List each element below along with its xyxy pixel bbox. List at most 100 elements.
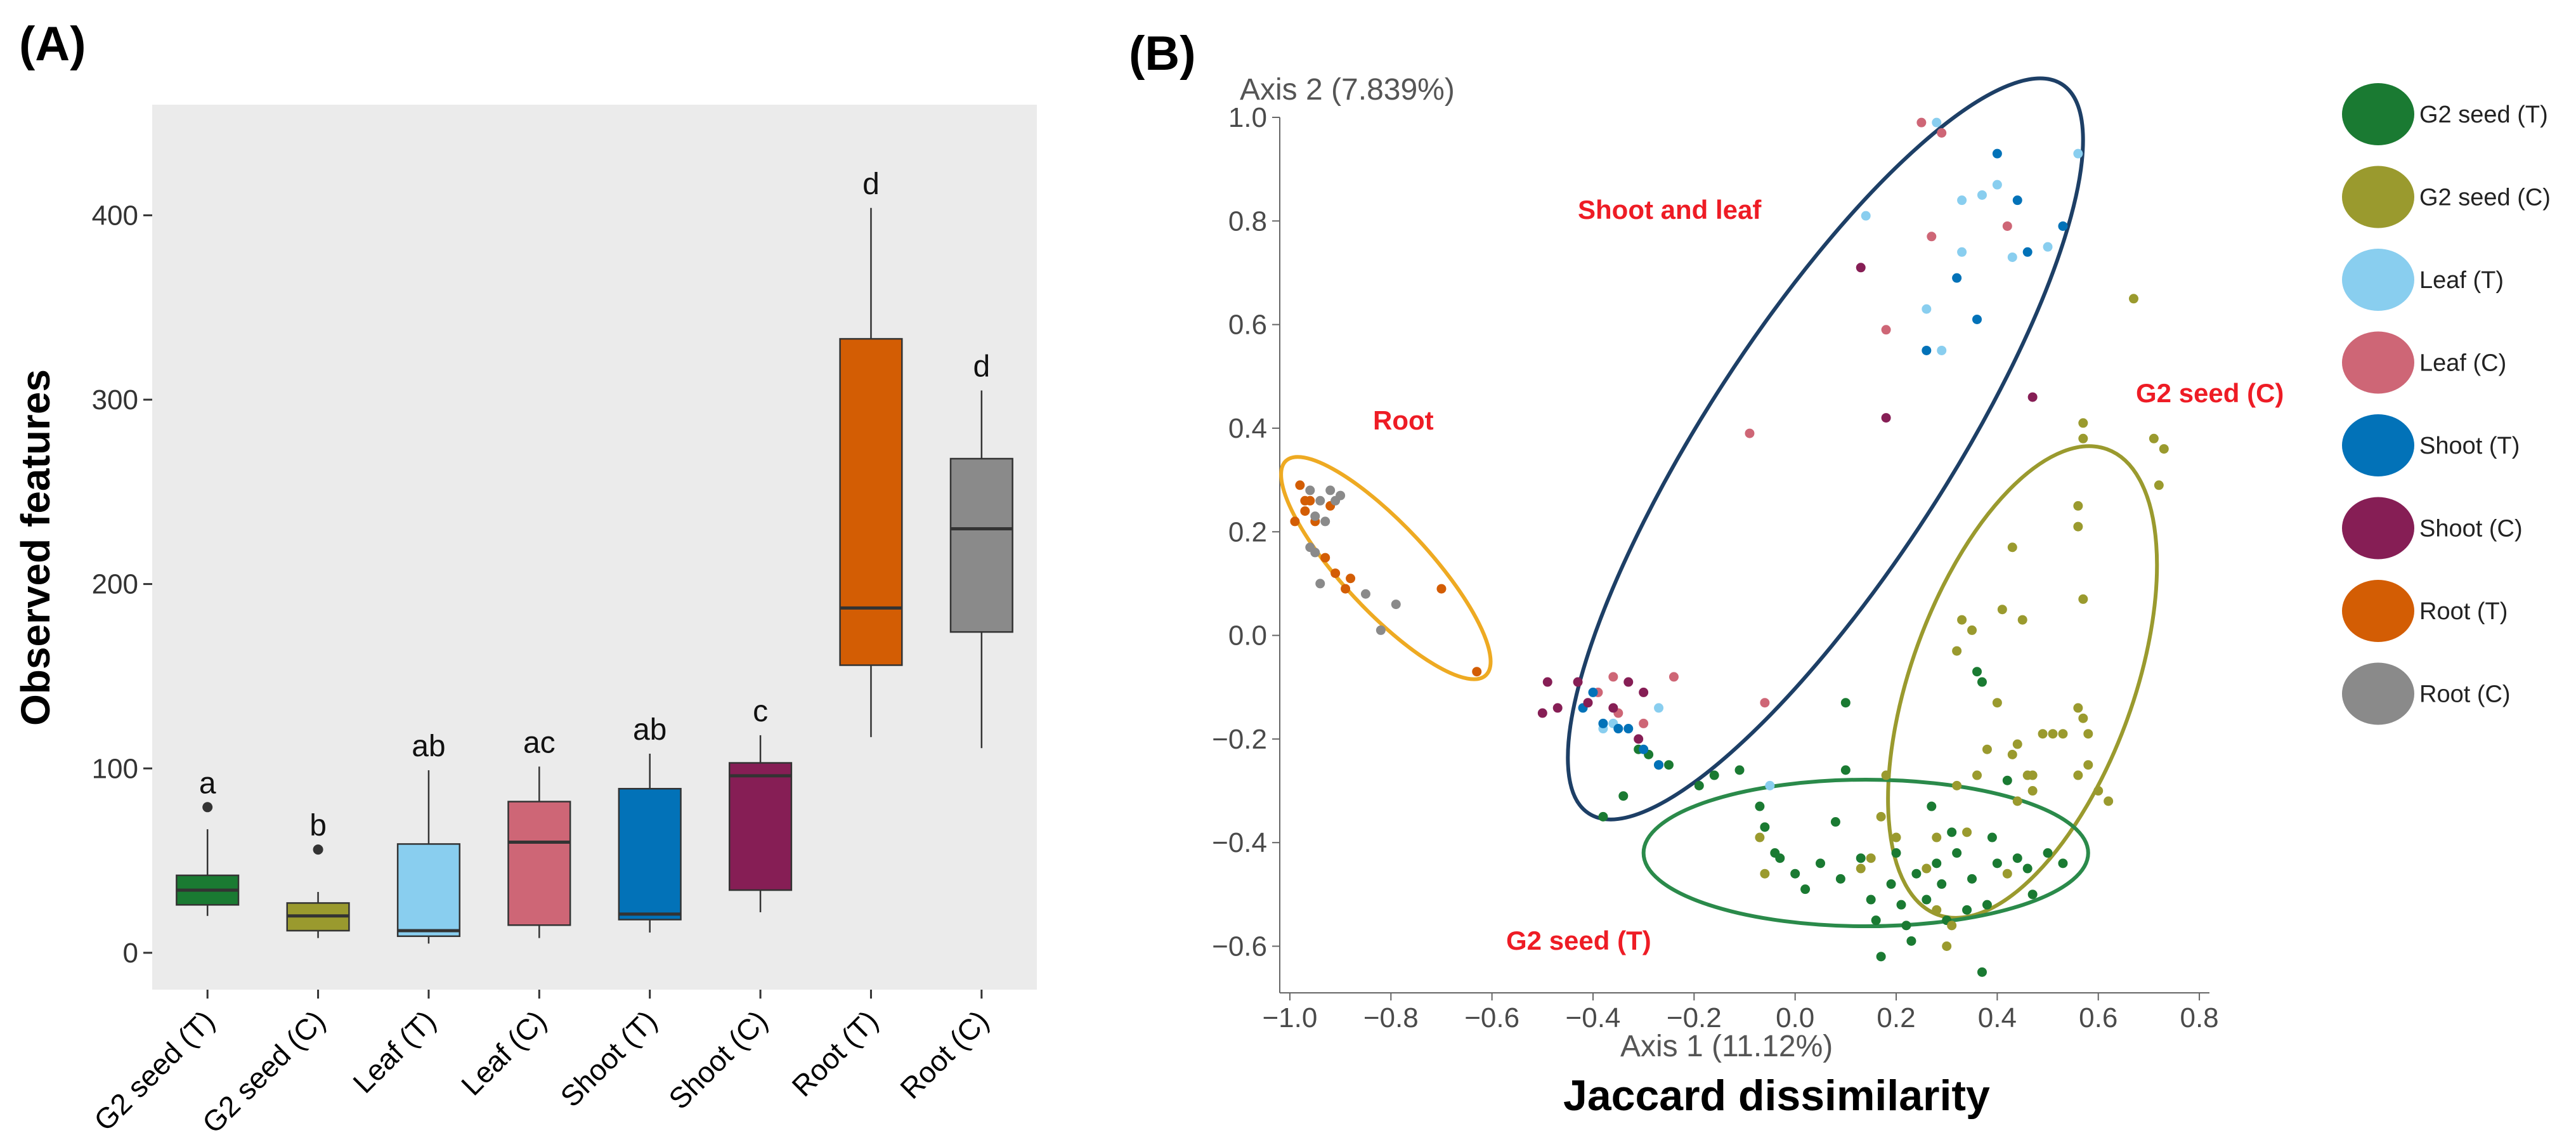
y-tick-label-300: 300: [92, 384, 138, 416]
y-tick-label-b-2: −0.2: [1212, 724, 1267, 755]
point-g2-seed-t-48: [1972, 667, 1982, 677]
x-tick-label-b-0: −1.0: [1262, 1002, 1317, 1033]
point-leaf-t-5: [2007, 252, 2017, 262]
point-g2-seed-c-23: [2104, 796, 2114, 806]
x-tick-label-b-6: 0.2: [1877, 1002, 1915, 1033]
point-g2-seed-c-9: [1997, 605, 2007, 615]
label-root: Root: [1373, 405, 1434, 435]
x-tick-label-b-2: −0.6: [1464, 1002, 1519, 1033]
point-g2-seed-t-21: [1871, 915, 1881, 926]
point-g2-seed-t-19: [1856, 853, 1866, 863]
sig-label-shoot-t: ab: [633, 713, 667, 747]
y-tick-label-b-0: −0.6: [1212, 931, 1267, 962]
point-g2-seed-t-37: [1977, 967, 1987, 977]
legend-swatch-root-t: [2342, 580, 2414, 642]
point-shoot-c-2: [1881, 413, 1891, 423]
point-g2-seed-t-12: [1775, 853, 1785, 863]
point-leaf-t-14: [1765, 780, 1775, 790]
panel-b: (B) −1.0 −0.8 −0.6 −0.4 −0.2 0.0 0.2 0.4 0.6 0.8−…: [1129, 27, 2284, 1120]
point-shoot-t-4: [2058, 221, 2068, 231]
point-root-t-10: [1436, 584, 1447, 594]
point-g2-seed-t-17: [1835, 874, 1845, 884]
box-leaf-c: [507, 801, 571, 926]
ellipses-group: [1279, 76, 2159, 929]
point-g2-seed-t-6: [1694, 780, 1704, 790]
point-g2-seed-t-33: [1947, 827, 1957, 837]
point-leaf-c-8: [1669, 672, 1679, 682]
point-leaf-t-9: [2073, 148, 2083, 159]
ellipse-g2-seed-t: [1641, 777, 2090, 929]
point-leaf-t-13: [1654, 703, 1664, 713]
x-tick-label-b-5: 0.0: [1776, 1002, 1814, 1033]
point-g2-seed-t-29: [1922, 895, 1932, 905]
point-g2-seed-c-24: [1982, 744, 1992, 754]
x-tick-label-b-3: −0.4: [1566, 1002, 1621, 1033]
point-shoot-t-8: [1598, 718, 1608, 728]
point-root-t-8: [1341, 584, 1351, 594]
point-leaf-t-6: [1937, 345, 1947, 355]
category-label-shoot-t: Shoot (T): [554, 1004, 663, 1113]
label-shoot-and-leaf: Shoot and leaf: [1578, 195, 1762, 225]
point-shoot-t-5: [1972, 314, 1982, 324]
point-g2-seed-c-7: [2078, 594, 2088, 604]
legend-swatch-g2-seed-c: [2342, 166, 2414, 228]
point-leaf-c-2: [1881, 325, 1891, 335]
point-shoot-t-10: [1623, 724, 1634, 734]
point-g2-seed-c-28: [2012, 739, 2022, 749]
point-g2-seed-c-1: [2149, 433, 2159, 443]
point-shoot-c-10: [1608, 703, 1618, 713]
point-g2-seed-c-36: [1962, 827, 1972, 837]
x-axis-title-b: Axis 1 (11.12%): [1620, 1030, 1833, 1063]
point-root-c-12: [1336, 490, 1346, 501]
point-g2-seed-t-27: [1906, 936, 1916, 946]
point-g2-seed-t-49: [1840, 698, 1851, 708]
series-root-c: [1305, 485, 1401, 635]
point-g2-seed-c-20: [2083, 760, 2093, 770]
y-tick-label-b-3: 0.0: [1228, 620, 1267, 652]
y-tick-label-b-7: 0.8: [1228, 206, 1267, 237]
legend-label-root-t: Root (T): [2419, 598, 2508, 625]
point-root-c-11: [1391, 600, 1401, 610]
y-tick-label-b-1: −0.4: [1212, 827, 1267, 858]
point-g2-seed-c-32: [1922, 863, 1932, 874]
point-root-c-1: [1315, 495, 1325, 506]
x-tick-label-b-8: 0.6: [2079, 1002, 2117, 1033]
legend: G2 seed (T) G2 seed (C) Leaf (T) Leaf (C) Sh…: [2342, 83, 2551, 725]
point-shoot-c-3: [1542, 677, 1552, 687]
point-root-c-4: [1310, 511, 1320, 521]
point-g2-seed-t-1: [1598, 811, 1608, 822]
legend-swatch-leaf-t: [2342, 249, 2414, 311]
point-shoot-c-6: [1552, 703, 1563, 713]
point-g2-seed-c-18: [2073, 703, 2083, 713]
point-g2-seed-c-19: [2083, 729, 2093, 739]
point-g2-seed-c-35: [1942, 941, 1952, 952]
sig-label-leaf-c: ac: [523, 726, 556, 759]
point-shoot-t-1: [1952, 273, 1962, 283]
point-g2-seed-t-28: [1911, 868, 1922, 879]
legend-label-root-c: Root (C): [2419, 681, 2511, 708]
legend-swatch-g2-seed-t: [2342, 83, 2414, 145]
point-g2-seed-t-22: [1876, 952, 1886, 962]
point-root-c-8: [1315, 579, 1325, 589]
y-tick-label-200: 200: [92, 569, 138, 600]
legend-swatch-shoot-c: [2342, 497, 2414, 560]
point-g2-seed-t-8: [1734, 765, 1745, 775]
point-leaf-t-3: [1977, 190, 1987, 200]
series-leaf-c: [1593, 117, 2012, 728]
point-root-c-9: [1360, 589, 1370, 599]
label-g2-seed-c: G2 seed (C): [2136, 378, 2284, 408]
point-leaf-c-9: [1639, 718, 1649, 728]
point-shoot-c-11: [1634, 734, 1644, 744]
y-axis-title-a: Observed features: [13, 369, 58, 726]
point-leaf-t-1: [1861, 211, 1871, 221]
point-root-t-3: [1290, 516, 1300, 527]
sig-label-root-t: d: [862, 167, 880, 201]
legend-label-g2-seed-t: G2 seed (T): [2419, 102, 2548, 128]
point-root-t-2: [1300, 506, 1310, 516]
point-root-c-0: [1305, 485, 1315, 495]
point-g2-seed-t-30: [1932, 858, 1942, 868]
point-g2-seed-c-40: [1866, 853, 1876, 863]
